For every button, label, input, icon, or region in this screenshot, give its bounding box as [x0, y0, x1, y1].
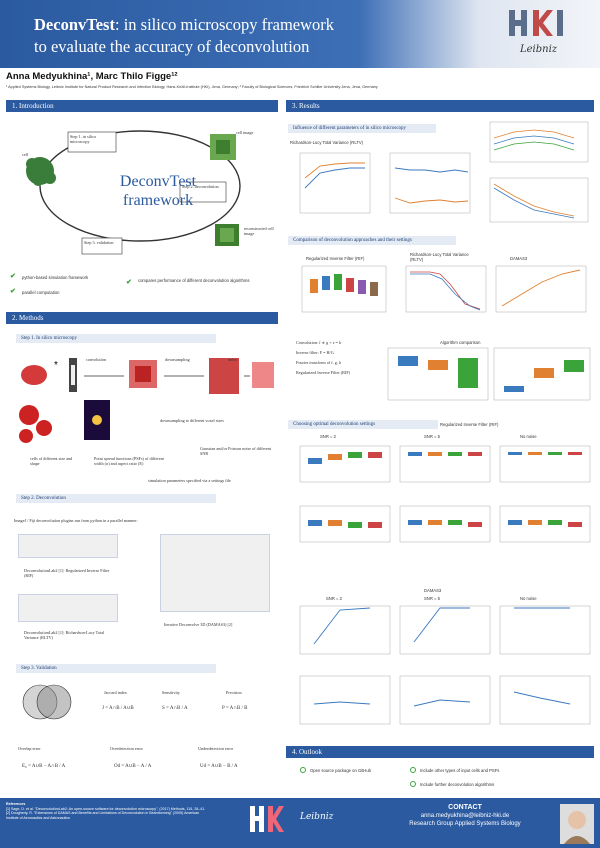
noise-note: Gaussian and/or Poisson noise of differe…: [200, 446, 271, 456]
conv-eq: Convolution: f ∗ g + ε = h: [296, 340, 342, 345]
intro-step2: Step 2. deconvolution: [182, 184, 219, 189]
methods-step3: Step 3. Validation: [16, 664, 216, 673]
intro-cell-label: cell: [22, 152, 29, 157]
outlook-item-2: Include other types of input cells and P…: [420, 768, 500, 773]
rif-dialog: [18, 534, 118, 558]
noise-label: noise: [228, 357, 237, 362]
bullet-icon: [300, 767, 306, 773]
rltv-dialog: [18, 594, 118, 622]
rltv-chart: [290, 148, 480, 228]
intro-step1: Step 1. in silico microscopy: [70, 134, 97, 144]
rltv-title: Richardson-Lucy Total Variance (RLTV): [290, 140, 364, 145]
intro-cell-image-label: cell image: [236, 130, 254, 135]
leibniz-logo: Leibniz: [520, 44, 558, 55]
cells-note: cells of different size and shape: [30, 456, 73, 466]
snr2-label: SNR = 2: [320, 434, 336, 439]
methods-step1: Step 1. In silico microscopy: [16, 334, 216, 343]
results-heading: 3. Results: [286, 100, 594, 112]
damas-dialog: [160, 534, 270, 612]
convolution-label: convolution: [86, 357, 107, 362]
overlap-formula: E₀ = A∪B − A∩B / A: [22, 764, 66, 769]
sensitivity-formula: S = A∩B / A: [162, 706, 188, 711]
over-formula: Od = A∪B − A / A: [114, 764, 152, 769]
contact-block: CONTACT anna.medyukhina@leibniz-hki.de R…: [409, 804, 521, 827]
jaccard-label: Jaccard index: [104, 690, 127, 695]
jaccard-formula: J = A∩B / A∪B: [102, 706, 134, 711]
fiji-note: ImageJ / Fiji deconvolution plugins run …: [14, 518, 138, 523]
comparison-charts: [290, 264, 594, 324]
nonoise-label: No noise: [520, 434, 537, 439]
outlook-heading: 4. Outlook: [286, 746, 594, 758]
hki-logo: [509, 10, 563, 36]
under-label: Underdetection error: [198, 746, 233, 751]
sensitivity-label: Sensitivity: [162, 690, 180, 695]
results-sub3: Choosing optimal deconvolution settings: [288, 420, 438, 429]
downsampling-note: downsampling to different voxel sizes: [160, 418, 224, 423]
venn-diagram: [22, 684, 72, 720]
rif3-title: Regularized Inverse Filter (RIF): [440, 422, 499, 427]
author-avatar: [560, 804, 594, 844]
nonoise-label-damas: No noise: [520, 596, 537, 601]
framework-title: DeconvTest framework: [119, 173, 197, 209]
downsampling-label: downsampling: [165, 357, 190, 362]
intro-bullet-1: python-based simulation framework: [22, 275, 89, 280]
results-sub1: Influence of different parameters of in …: [288, 124, 436, 133]
intro-bullet-3: compares performance of different deconv…: [138, 278, 250, 283]
damas-settings-charts: [290, 602, 594, 730]
bullet-icon: [410, 781, 416, 787]
cycle-diagram: [26, 130, 241, 255]
damas-chart-title: DAMAS3: [510, 256, 528, 261]
params-note: simulation parameters specified via a se…: [148, 478, 231, 483]
check-icon: ✔: [10, 273, 16, 280]
algo-title: Algorithm comparison: [440, 340, 481, 345]
authors: Anna Medyukhina¹, Marc Thilo Figge¹²: [6, 71, 178, 82]
bullet-icon: [410, 767, 416, 773]
inverse-eq: Inverse filter: F = H/G: [296, 350, 334, 355]
results-sub2: Comparison of deconvolution approaches a…: [288, 236, 456, 245]
references: References [1] Sage, D. et al. "Deconvol…: [6, 802, 206, 820]
over-label: Overdetection error: [110, 746, 143, 751]
intro-bullet-2: parallel computation: [22, 290, 60, 295]
hki-logo-footer: [250, 806, 284, 832]
methods-step2: Step 2. Deconvolution: [16, 494, 216, 503]
damas3-title: DAMAS3: [424, 588, 442, 593]
check-icon: ✔: [10, 288, 16, 295]
precision-formula: P = A∩B / B: [222, 706, 248, 711]
rif-chart-title: Regularized Inverse Filter (RIF): [306, 256, 365, 261]
poster-title: DeconvTest: in silico microscopy framewo…: [34, 15, 335, 56]
intro-heading: 1. Introduction: [6, 100, 278, 112]
psf-sigma-chart: [484, 118, 592, 228]
reg-note: Regularized Inverse Filter (RIF): [296, 370, 351, 375]
damas-label: Iterative Deconvolve 3D (DAMAS3) [2]: [164, 622, 233, 627]
outlook-item-1: Open source package on GitHub: [310, 768, 371, 773]
intro-recon-label: reconstructed cell image: [244, 226, 274, 236]
svg-text:*: *: [54, 360, 58, 371]
intro-step3: Step 3. validation: [84, 240, 114, 245]
rltv2-chart-title: Richardson-Lucy Total Variance (RLTV): [410, 252, 469, 262]
outlook-item-3: Include further deconvolution algorithms: [420, 782, 495, 787]
precision-label: Precision: [226, 690, 242, 695]
check-icon: ✔: [126, 279, 132, 286]
rif-settings-boxplots: [290, 440, 594, 550]
under-formula: Ud = A∪B − B / A: [200, 764, 238, 769]
footer: [0, 798, 600, 848]
methods-heading: 2. Methods: [6, 312, 278, 324]
overlap-label: Overlap error: [18, 746, 41, 751]
fourier-note: Fourier transform of f, g, h: [296, 360, 342, 365]
affiliations: ¹ Applied Systems Biology, Leibniz Insti…: [6, 85, 378, 89]
rltv-label: DeconvolutionLab2 [1]: Richardson-Lucy T…: [24, 630, 105, 640]
microscopy-pipeline: *: [19, 358, 274, 443]
rif-label: DeconvolutionLab2 [1]: Regularized Inver…: [24, 568, 110, 578]
snr2-label-damas: SNR = 2: [326, 596, 342, 601]
snr5-label: SNR = 5: [424, 434, 440, 439]
psf-note: Point spread functions (PSFs) of differe…: [94, 456, 164, 466]
header-banner: [0, 0, 600, 68]
snr5-label-damas: SNR = 5: [424, 596, 440, 601]
leibniz-logo-footer: Leibniz: [300, 812, 334, 822]
algo-comparison-chart: [384, 346, 594, 406]
